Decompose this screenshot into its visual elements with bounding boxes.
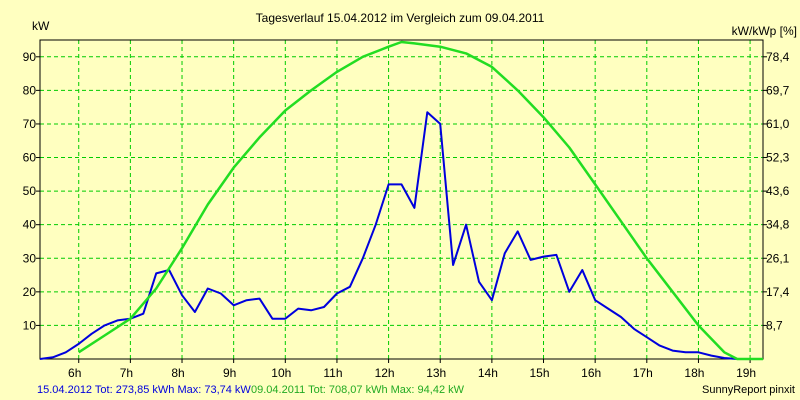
y-tick-label-right: 17,4 xyxy=(766,285,790,299)
x-tick-label: 16h xyxy=(581,366,601,380)
series-lines xyxy=(39,40,763,361)
series-line-15.04.2012 xyxy=(39,111,763,360)
y-tick-label-left: 50 xyxy=(23,184,37,198)
y-tick-label-right: 26,1 xyxy=(766,251,790,265)
y-tick-label-left: 20 xyxy=(23,285,37,299)
grid xyxy=(40,40,763,359)
x-tick-label: 10h xyxy=(271,366,291,380)
x-tick-label: 7h xyxy=(120,366,133,380)
y-tick-label-right: 43,6 xyxy=(766,184,790,198)
y-tick-label-left: 60 xyxy=(23,151,37,165)
y-tick-label-right: 52,3 xyxy=(766,151,790,165)
x-tick-label: 14h xyxy=(478,366,498,380)
y-tick-label-left: 80 xyxy=(23,83,37,97)
x-tick-label: 8h xyxy=(171,366,184,380)
footer-compare-summary: 09.04.2011 Tot: 708,07 kWh Max: 94,42 kW xyxy=(251,384,465,396)
plot-area xyxy=(39,39,764,360)
y-tick-label-left: 40 xyxy=(23,218,37,232)
x-tick-label: 11h xyxy=(323,366,342,380)
x-tick-label: 18h xyxy=(684,366,704,380)
y-tick-label-right: 69,7 xyxy=(766,83,790,97)
x-tick-label: 15h xyxy=(530,366,550,380)
y-tick-label-right: 78,4 xyxy=(766,50,790,64)
y-axis-left-unit: kW xyxy=(32,19,50,33)
x-tick-label: 13h xyxy=(426,366,446,380)
series-line-09.04.2011 xyxy=(78,40,763,361)
axis-ticks: 6h 7h 8h 9h 10h 11h 12h 13h 14h 15h 16h 17h 18h 19h 10… xyxy=(23,50,790,380)
footer-credit: SunnyReport pinxit xyxy=(702,384,795,396)
y-tick-label-right: 34,8 xyxy=(766,218,790,232)
y-tick-label-left: 30 xyxy=(23,251,37,265)
x-tick-label: 6h xyxy=(68,366,81,380)
x-tick-label: 9h xyxy=(223,366,236,380)
y-tick-label-right: 61,0 xyxy=(766,117,790,131)
y-tick-label-left: 10 xyxy=(23,318,37,332)
x-tick-label: 17h xyxy=(633,366,653,380)
x-tick-label: 19h xyxy=(736,366,756,380)
y-tick-label-left: 70 xyxy=(23,117,37,131)
y-tick-label-left: 90 xyxy=(23,50,37,64)
y-tick-label-right: 8,7 xyxy=(766,318,783,332)
y-axis-right-unit: kW/kWp [%] xyxy=(732,24,797,38)
x-tick-label: 12h xyxy=(375,366,395,380)
footer-today-summary: 15.04.2012 Tot: 273,85 kWh Max: 73,74 kW xyxy=(37,384,251,396)
chart-title: Tagesverlauf 15.04.2012 im Vergleich zum… xyxy=(256,11,545,25)
